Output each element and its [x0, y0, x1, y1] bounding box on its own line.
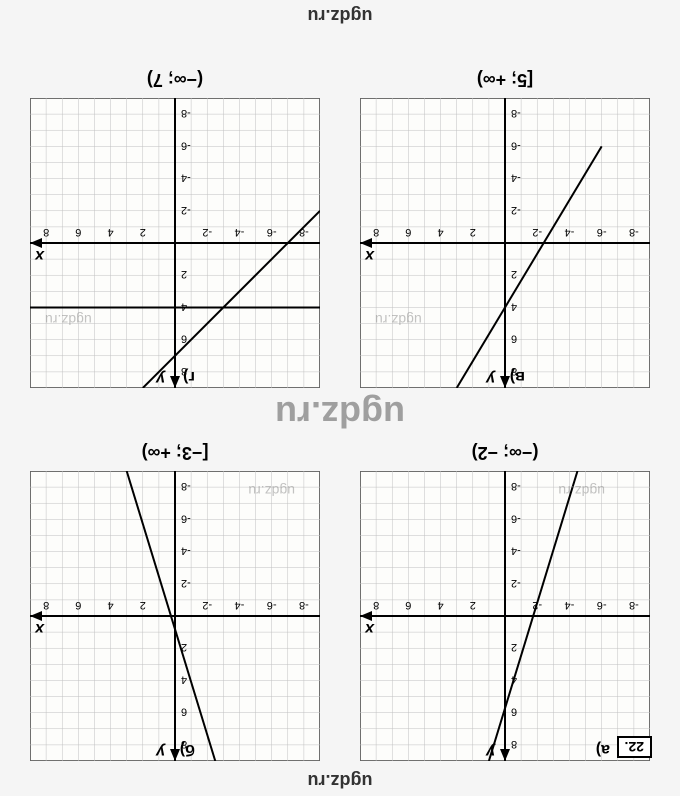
svg-text:x: x	[364, 247, 375, 264]
svg-text:4: 4	[107, 226, 113, 238]
svg-text:8: 8	[43, 226, 49, 238]
svg-text:-2: -2	[181, 577, 191, 589]
svg-text:4: 4	[107, 599, 113, 611]
svg-text:8: 8	[43, 599, 49, 611]
svg-text:-8: -8	[511, 107, 521, 119]
interval-b: [−3; +∞)	[142, 442, 209, 463]
svg-text:-8: -8	[299, 599, 309, 611]
panel-letter-g: г)	[183, 367, 195, 385]
problem-number: 22.	[617, 736, 652, 758]
svg-text:-8: -8	[629, 226, 639, 238]
svg-text:-2: -2	[181, 204, 191, 216]
watermark-top: ugdz.ru	[308, 770, 373, 791]
panel-letter-b: б)	[180, 740, 195, 758]
svg-text:-4: -4	[565, 599, 575, 611]
svg-text:2: 2	[140, 599, 146, 611]
svg-text:8: 8	[511, 738, 517, 750]
svg-text:y: y	[155, 743, 166, 760]
svg-text:6: 6	[511, 706, 517, 718]
svg-text:6: 6	[75, 599, 81, 611]
svg-text:2: 2	[181, 268, 187, 280]
svg-text:-6: -6	[597, 226, 607, 238]
svg-text:6: 6	[405, 226, 411, 238]
svg-text:2: 2	[470, 599, 476, 611]
svg-text:-2: -2	[511, 204, 521, 216]
svg-text:-6: -6	[181, 512, 191, 524]
svg-text:x: x	[364, 620, 375, 637]
svg-text:-6: -6	[597, 599, 607, 611]
panel-letter-v: в)	[510, 367, 525, 385]
svg-text:y: y	[485, 370, 496, 387]
svg-text:6: 6	[181, 333, 187, 345]
svg-text:6: 6	[75, 226, 81, 238]
chart-b-wrapper: б) yx-8-8-6-6-4-4-2-222446688 [−3; +∞) u…	[20, 408, 330, 761]
svg-text:2: 2	[511, 268, 517, 280]
chart-g-wrapper: г) yx-8-8-6-6-4-4-2-222446688 (−∞; 7) ug…	[20, 35, 330, 388]
watermark-bottom: ugdz.ru	[308, 5, 373, 26]
svg-text:-8: -8	[511, 480, 521, 492]
svg-text:-8: -8	[629, 599, 639, 611]
svg-text:-8: -8	[181, 480, 191, 492]
interval-v: [5; +∞)	[477, 69, 533, 90]
chart-g: yx-8-8-6-6-4-4-2-222446688	[30, 98, 320, 388]
chart-v-watermark: ugdz.ru	[375, 312, 422, 328]
svg-text:-2: -2	[532, 226, 542, 238]
interval-a: (−∞; −2)	[472, 442, 539, 463]
chart-a-wrapper: 22. а) yx-8-8-6-6-4-4-2-222446688 (−∞; −…	[350, 408, 660, 761]
svg-text:-6: -6	[511, 139, 521, 151]
svg-text:x: x	[34, 620, 45, 637]
svg-text:-4: -4	[181, 545, 191, 557]
chart-g-watermark: ugdz.ru	[45, 312, 92, 328]
svg-text:-6: -6	[267, 599, 277, 611]
svg-text:6: 6	[181, 706, 187, 718]
svg-text:-2: -2	[511, 577, 521, 589]
svg-text:-2: -2	[202, 599, 212, 611]
chart-v: yx-8-8-6-6-4-4-2-222446688	[360, 98, 650, 388]
svg-text:-2: -2	[202, 226, 212, 238]
chart-b: yx-8-8-6-6-4-4-2-222446688	[30, 471, 320, 761]
svg-text:-4: -4	[181, 172, 191, 184]
interval-g: (−∞; 7)	[147, 69, 203, 90]
chart-a: yx-8-8-6-6-4-4-2-222446688	[360, 471, 650, 761]
svg-text:4: 4	[511, 300, 517, 312]
svg-text:8: 8	[373, 226, 379, 238]
svg-text:-6: -6	[267, 226, 277, 238]
svg-text:2: 2	[470, 226, 476, 238]
svg-text:-8: -8	[181, 107, 191, 119]
svg-text:-4: -4	[511, 172, 521, 184]
svg-text:y: y	[155, 370, 166, 387]
svg-text:4: 4	[437, 226, 443, 238]
svg-text:6: 6	[511, 333, 517, 345]
svg-text:-6: -6	[181, 139, 191, 151]
svg-text:8: 8	[373, 599, 379, 611]
chart-v-wrapper: в) yx-8-8-6-6-4-4-2-222446688 [5; +∞) ug…	[350, 35, 660, 388]
svg-text:4: 4	[437, 599, 443, 611]
svg-text:2: 2	[140, 226, 146, 238]
chart-b-watermark: ugdz.ru	[248, 483, 295, 499]
svg-text:-6: -6	[511, 512, 521, 524]
svg-text:-4: -4	[235, 599, 245, 611]
svg-text:-4: -4	[565, 226, 575, 238]
svg-text:2: 2	[511, 641, 517, 653]
watermark-center: ugdz.ru	[275, 393, 405, 435]
svg-text:4: 4	[181, 673, 187, 685]
svg-text:6: 6	[405, 599, 411, 611]
panel-letter-a: а)	[596, 740, 610, 758]
svg-text:-4: -4	[511, 545, 521, 557]
svg-text:x: x	[34, 247, 45, 264]
svg-text:-4: -4	[235, 226, 245, 238]
chart-a-watermark: ugdz.ru	[558, 483, 605, 499]
